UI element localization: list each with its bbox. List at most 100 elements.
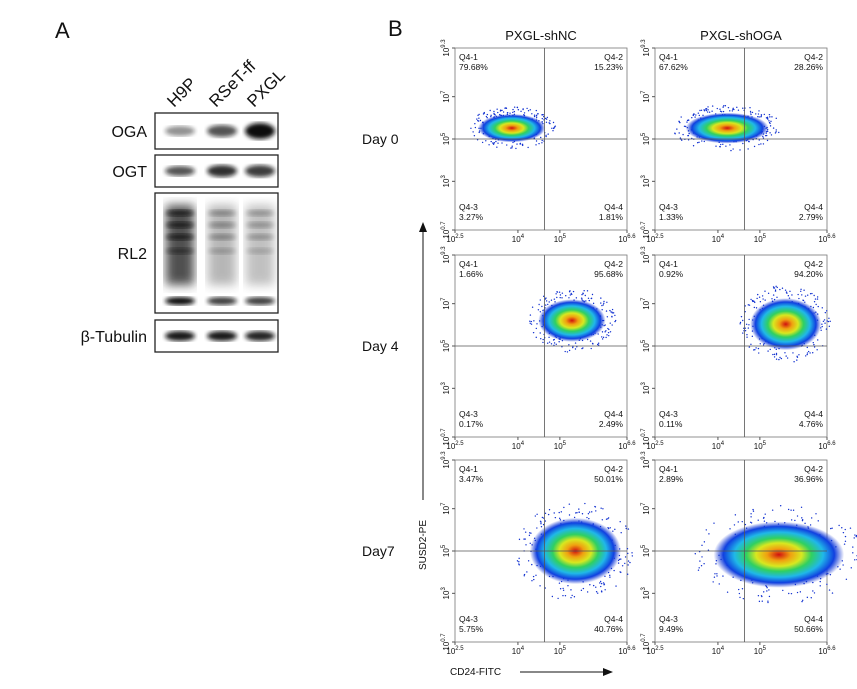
y-tick-label: 109.3 xyxy=(441,246,451,264)
event-dot xyxy=(820,329,822,331)
event-dot xyxy=(771,116,773,118)
event-dot xyxy=(701,544,703,547)
event-dot xyxy=(674,133,676,135)
quadrant-name: Q4-2 xyxy=(604,259,623,269)
event-dot xyxy=(781,287,784,289)
tick-base: 10 xyxy=(442,590,451,599)
event-dot xyxy=(719,145,721,148)
event-dot xyxy=(572,346,574,349)
quadrant-name: Q4-2 xyxy=(804,52,823,62)
quadrant-percent: 79.68% xyxy=(459,62,488,72)
event-dot xyxy=(831,592,834,594)
tick-exp: 0.7 xyxy=(641,221,647,230)
tick-base: 10 xyxy=(618,442,627,451)
event-dot xyxy=(522,108,524,111)
event-dot xyxy=(744,305,746,307)
event-dot xyxy=(523,573,526,576)
x-tick-label: 105 xyxy=(754,234,767,244)
smear xyxy=(246,205,274,285)
event-dot xyxy=(539,299,541,301)
event-dot xyxy=(680,116,682,118)
event-dot xyxy=(830,527,832,530)
event-dot xyxy=(474,122,476,125)
y-tick-label: 105 xyxy=(441,544,451,557)
event-dot xyxy=(786,357,789,359)
event-dot xyxy=(750,343,752,346)
event-dot xyxy=(607,331,610,334)
tick-base: 10 xyxy=(442,436,451,445)
event-dot xyxy=(567,585,569,587)
event-dot xyxy=(796,359,798,361)
event-dot xyxy=(533,115,536,118)
event-dot xyxy=(544,587,546,589)
blot-label: OGA xyxy=(111,124,147,141)
event-dot xyxy=(485,115,488,118)
event-dot xyxy=(555,293,557,295)
event-dot xyxy=(561,292,564,294)
event-dot xyxy=(750,112,752,114)
tick-exp: 5 xyxy=(441,544,447,548)
event-dot xyxy=(744,523,747,526)
event-dot xyxy=(752,508,754,511)
event-dot xyxy=(746,333,748,336)
event-dot xyxy=(745,323,748,325)
event-dot xyxy=(708,111,711,113)
quadrant-name: Q4-3 xyxy=(659,409,678,419)
event-dot xyxy=(626,573,629,575)
event-dot xyxy=(817,305,819,308)
event-dot xyxy=(531,563,533,566)
event-dot xyxy=(590,297,593,300)
event-dot xyxy=(776,286,778,289)
y-tick-label: 100.7 xyxy=(641,428,651,446)
event-dot xyxy=(545,118,548,120)
y-tick-label: 107 xyxy=(441,502,451,515)
event-dot xyxy=(551,127,553,129)
event-dot xyxy=(706,111,709,113)
event-dot xyxy=(474,126,477,129)
event-dot xyxy=(547,303,549,306)
tick-exp: 2.5 xyxy=(655,234,664,240)
x-tick-label: 105 xyxy=(554,441,567,451)
quadrant-name: Q4-3 xyxy=(459,202,478,212)
event-dot xyxy=(806,294,809,296)
quadrant-name: Q4-2 xyxy=(604,52,623,62)
event-dot xyxy=(703,563,705,565)
event-dot xyxy=(828,317,830,319)
event-dot xyxy=(596,592,599,594)
flow-plot: Q4-167.62% Q4-228.26% Q4-31.33% Q4-42.79% 10… xyxy=(641,39,836,244)
event-dot xyxy=(748,346,751,348)
event-dot xyxy=(729,110,731,112)
event-dot xyxy=(497,142,499,144)
event-dot xyxy=(575,297,578,299)
x-tick-label: 105 xyxy=(554,234,567,244)
event-dot xyxy=(772,353,774,356)
event-dot xyxy=(778,358,780,361)
event-dot xyxy=(584,294,586,297)
tick-exp: 3 xyxy=(441,587,447,591)
event-dot xyxy=(493,142,495,144)
quadrant-name: Q4-2 xyxy=(804,464,823,474)
event-dot xyxy=(779,288,781,291)
event-dot xyxy=(831,527,833,529)
event-dot xyxy=(750,513,752,515)
event-dot xyxy=(754,301,756,304)
quadrant-percent: 67.62% xyxy=(659,62,688,72)
event-dot xyxy=(587,297,590,300)
event-dot xyxy=(571,594,573,597)
tick-base: 10 xyxy=(442,300,451,309)
event-dot xyxy=(584,502,586,505)
quadrant-percent: 2.89% xyxy=(659,474,684,484)
event-dot xyxy=(757,595,760,597)
tick-base: 10 xyxy=(512,235,521,244)
band xyxy=(207,331,237,341)
quadrant-name: Q4-3 xyxy=(659,202,678,212)
event-dot xyxy=(772,294,775,296)
event-dot xyxy=(537,309,540,311)
event-dot xyxy=(699,560,701,562)
event-dot xyxy=(782,589,784,592)
event-dot xyxy=(580,589,583,592)
event-dot xyxy=(700,564,703,567)
event-dot xyxy=(814,298,817,300)
event-dot xyxy=(597,342,600,344)
event-dot xyxy=(574,342,577,344)
